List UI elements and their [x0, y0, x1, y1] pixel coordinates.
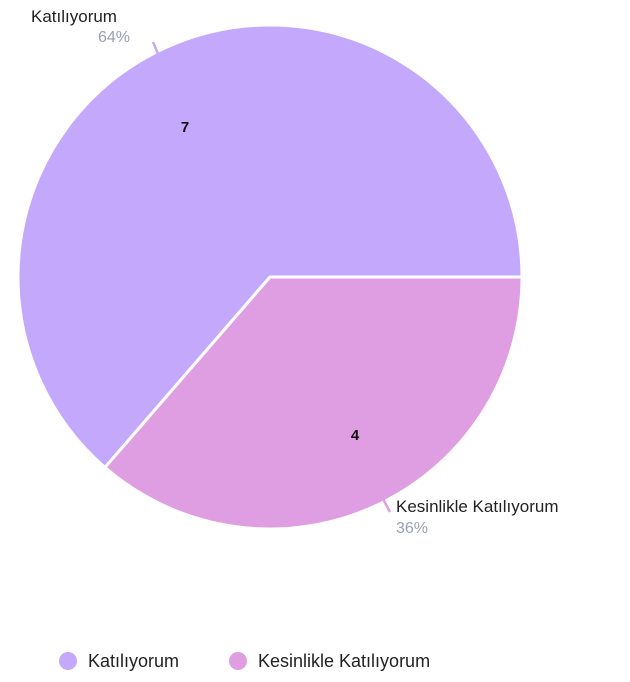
legend-swatch-katiliyorum[interactable] [59, 652, 77, 670]
pie-slices: 74 [16, 23, 524, 531]
legend-swatch-kesinlikle-katiliyorum[interactable] [229, 652, 247, 670]
legend-label-kesinlikle-katiliyorum[interactable]: Kesinlikle Katılıyorum [258, 651, 430, 671]
callout-name-katiliyorum: Katılıyorum [31, 7, 117, 26]
callout-line-katiliyorum [151, 41, 167, 71]
slice-value-label-kesinlikle-katiliyorum: 4 [351, 427, 360, 444]
callout-name-kesinlikle-katiliyorum: Kesinlikle Katılıyorum [396, 497, 559, 516]
callout-percent-katiliyorum: 64% [98, 29, 130, 46]
legend-label-katiliyorum[interactable]: Katılıyorum [88, 651, 179, 671]
pie-slice-katiliyorum [16, 23, 524, 469]
slice-value-label-katiliyorum: 7 [181, 119, 189, 136]
chart-legend: Katılıyorum Kesinlikle Katılıyorum [59, 651, 430, 671]
callout-percent-kesinlikle-katiliyorum: 36% [396, 520, 428, 537]
pie-slice-kesinlikle-katiliyorum [103, 275, 524, 531]
callout-line-kesinlikle-katiliyorum [373, 483, 392, 513]
pie-callouts: Katılıyorum 64% Kesinlikle Katılıyorum 36% [31, 7, 559, 537]
